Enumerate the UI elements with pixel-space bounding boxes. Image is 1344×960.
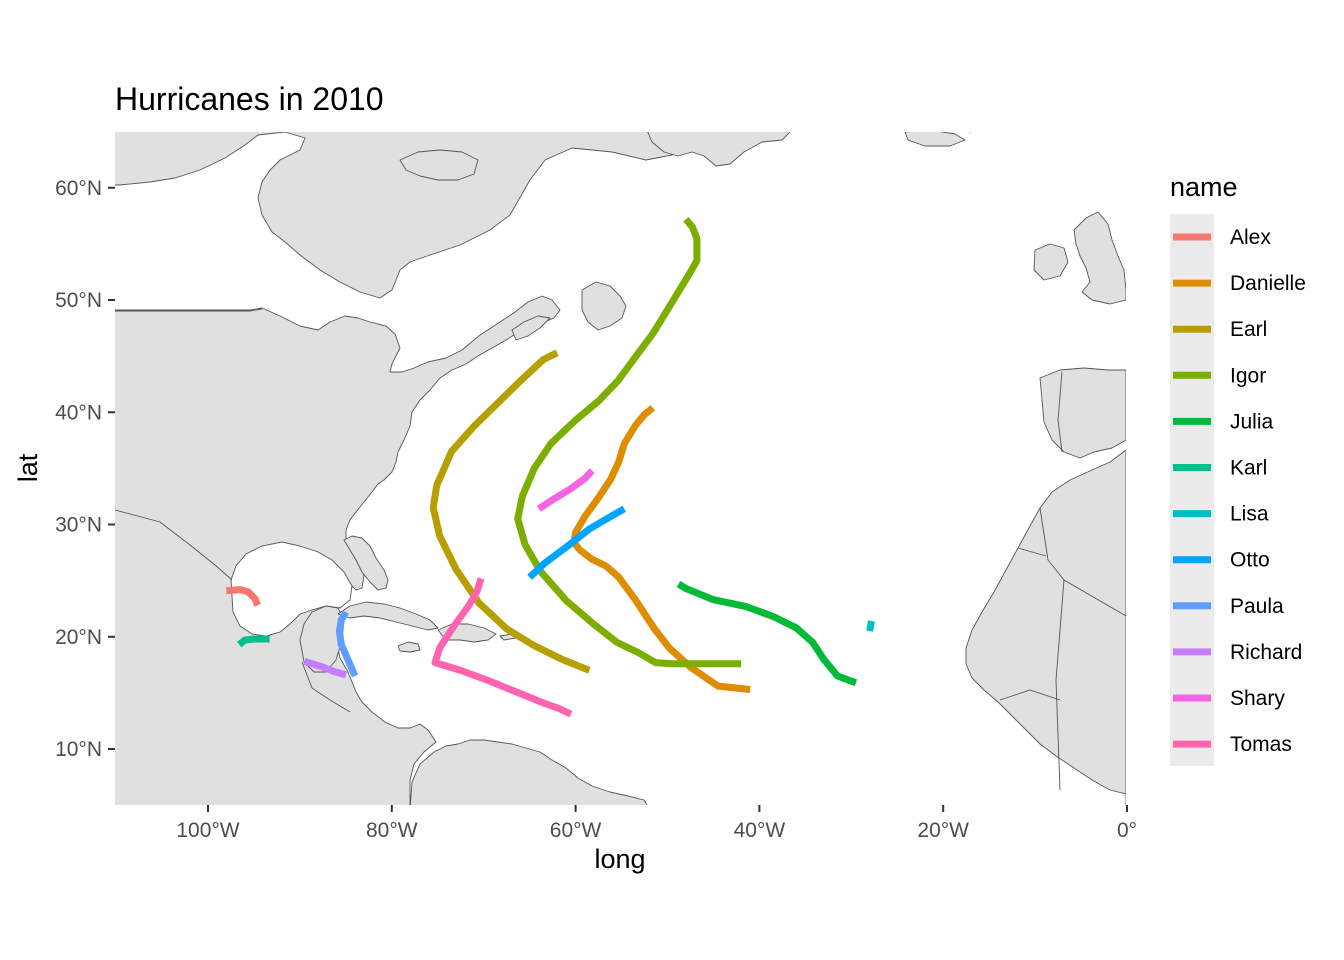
- legend-label-alex: Alex: [1230, 226, 1271, 249]
- land-africa: [965, 449, 1126, 805]
- x-tick-label: 0°: [1117, 819, 1137, 842]
- x-tick-label: 100°W: [176, 819, 239, 842]
- land-baffin-island: [399, 149, 479, 181]
- border-africa-1: [1039, 507, 1126, 617]
- border-us-mexico: [115, 509, 233, 581]
- country-borders: [115, 308, 1126, 791]
- x-tick-label: 80°W: [366, 819, 418, 842]
- legend-label-tomas: Tomas: [1230, 733, 1292, 756]
- chart-title: Hurricanes in 2010: [115, 81, 384, 117]
- track-shary: [536, 468, 595, 512]
- border-africa-4: [999, 689, 1061, 701]
- border-iberia: [1057, 371, 1063, 453]
- legend-title: name: [1170, 172, 1238, 202]
- track-lisa: [866, 620, 875, 632]
- y-tick-label: 40°N: [55, 401, 102, 424]
- land-south-america: [409, 739, 648, 805]
- y-axis-title: lat: [13, 453, 43, 482]
- y-axis: 10°N 20°N 30°N 40°N 50°N 60°N: [55, 177, 115, 761]
- legend-label-paula: Paula: [1230, 595, 1284, 618]
- y-tick-label: 60°N: [55, 177, 102, 200]
- x-tick-label: 60°W: [550, 819, 602, 842]
- legend-label-danielle: Danielle: [1230, 272, 1306, 295]
- track-alex: [226, 586, 261, 607]
- land-ireland: [1033, 243, 1069, 281]
- legend-label-julia: Julia: [1230, 410, 1274, 433]
- legend-items: Alex Danielle Earl Igor Julia Karl Lisa Otto Pau…: [1173, 226, 1306, 756]
- legend-label-richard: Richard: [1230, 641, 1302, 664]
- land-cuba: [337, 601, 439, 631]
- land-great-britain: [1073, 211, 1126, 305]
- y-tick-label: 20°N: [55, 626, 102, 649]
- legend: name Alex Danielle Earl Igor Julia Karl Lisa Ot…: [1170, 172, 1306, 766]
- land-svalbard-edge: [968, 132, 971, 133]
- land-iberia: [1039, 367, 1126, 459]
- land-florida: [343, 535, 389, 591]
- border-central-america: [301, 661, 351, 713]
- track-tomas: [431, 577, 573, 718]
- x-axis-title: long: [594, 844, 645, 874]
- y-tick-label: 30°N: [55, 514, 102, 537]
- x-tick-label: 40°W: [734, 819, 786, 842]
- y-tick-label: 50°N: [55, 289, 102, 312]
- gulf-of-mexico: [230, 541, 353, 637]
- land-nova-scotia: [511, 315, 551, 341]
- legend-label-earl: Earl: [1230, 318, 1267, 341]
- legend-label-karl: Karl: [1230, 457, 1267, 480]
- legend-label-shary: Shary: [1230, 687, 1285, 710]
- legend-key-background: [1170, 214, 1214, 766]
- x-axis: 100°W 80°W 60°W 40°W 20°W 0°: [176, 805, 1137, 842]
- track-earl: [429, 349, 591, 674]
- track-paula: [335, 610, 359, 678]
- track-otto: [527, 505, 627, 580]
- track-danielle: [570, 405, 751, 693]
- track-igor: [514, 216, 741, 668]
- hurricane-tracks: [226, 216, 875, 718]
- legend-label-otto: Otto: [1230, 549, 1270, 572]
- track-karl: [237, 635, 270, 648]
- y-tick-label: 10°N: [55, 738, 102, 761]
- x-tick-label: 20°W: [917, 819, 969, 842]
- map-panel: [115, 132, 1126, 805]
- border-africa-3: [1017, 547, 1047, 557]
- land-jamaica: [397, 641, 421, 653]
- legend-label-lisa: Lisa: [1230, 503, 1269, 526]
- track-richard: [303, 658, 347, 679]
- legend-label-igor: Igor: [1230, 364, 1266, 387]
- border-us-canada: [115, 308, 263, 312]
- land-iceland: [904, 132, 966, 147]
- land-newfoundland: [581, 281, 627, 331]
- track-julia: [676, 581, 858, 687]
- land-greenland: [647, 132, 791, 167]
- border-africa-2: [1055, 579, 1065, 791]
